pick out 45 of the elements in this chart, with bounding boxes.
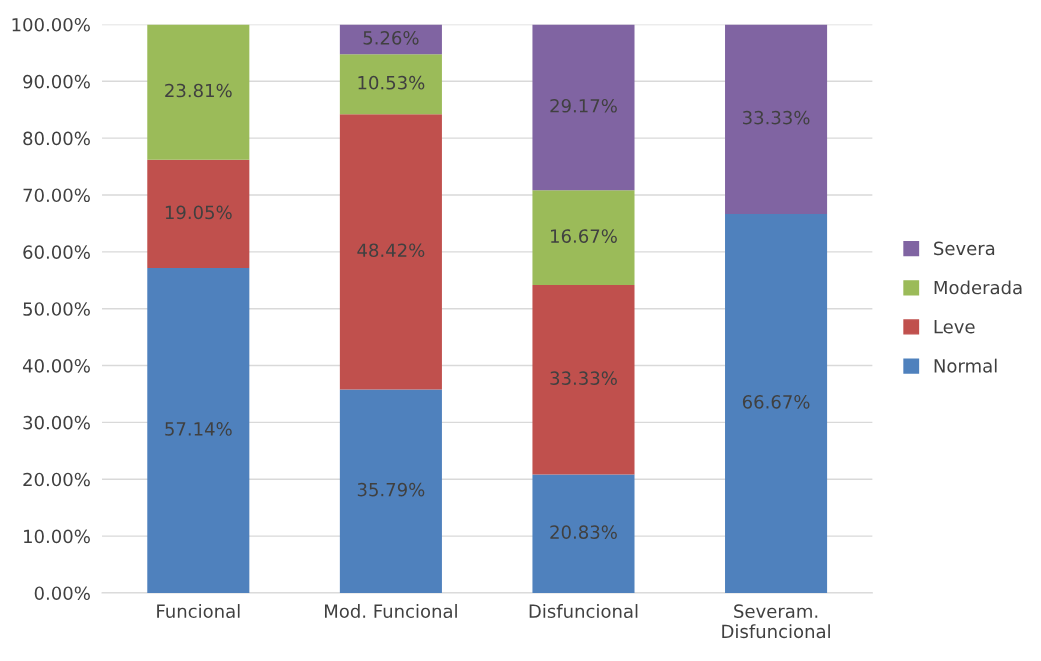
x-tick-label: Severam. Disfuncional [722,604,830,639]
x-tick-label: Disfuncional [529,604,638,618]
data-label: 10.53% [358,75,425,90]
data-label: 20.83% [550,525,617,539]
bar [725,24,828,214]
data-label: 5.26% [363,30,419,45]
bar [532,474,635,593]
y-tick-label: 40.00% [22,358,90,373]
data-label: 23.81% [165,83,232,98]
bar [147,24,250,160]
data-label: 66.67% [742,395,810,409]
bar [339,54,442,115]
bar [532,285,635,475]
bar [532,24,635,191]
legend-label: Severa [934,241,995,256]
bar [725,213,828,593]
y-tick-label: 20.00% [23,472,90,487]
bar [532,190,635,286]
legend-label: Moderada [934,280,1022,295]
y-tick-label: 80.00% [23,131,90,146]
data-label: 33.33% [743,110,810,125]
data-label: 35.79% [357,482,425,497]
data-label: 57.14% [165,422,232,436]
bar [339,24,442,55]
data-label: 33.33% [550,371,617,386]
data-label: 29.17% [550,98,617,113]
data-label: 19.05% [165,205,232,220]
bar [147,159,250,269]
data-label: 16.67% [551,229,617,243]
y-tick-label: 100.00% [12,17,90,32]
data-label: 48.42% [357,243,425,258]
y-tick-label: 0.00% [34,586,90,601]
y-tick-label: 50.00% [23,302,90,316]
x-tick-label: Mod. Funcional [324,604,457,618]
y-tick-label: 30.00% [23,415,90,430]
x-tick-label: Funcional [157,604,240,618]
y-tick-label: 90.00% [23,74,90,89]
y-tick-label: 10.00% [24,529,90,544]
bar [339,114,442,390]
legend-label: Normal [934,358,997,373]
y-tick-label: 60.00% [23,245,90,259]
y-tick-label: 70.00% [23,188,90,203]
legend-label: Leve [934,320,975,334]
bar [147,268,250,593]
bar [339,389,442,593]
